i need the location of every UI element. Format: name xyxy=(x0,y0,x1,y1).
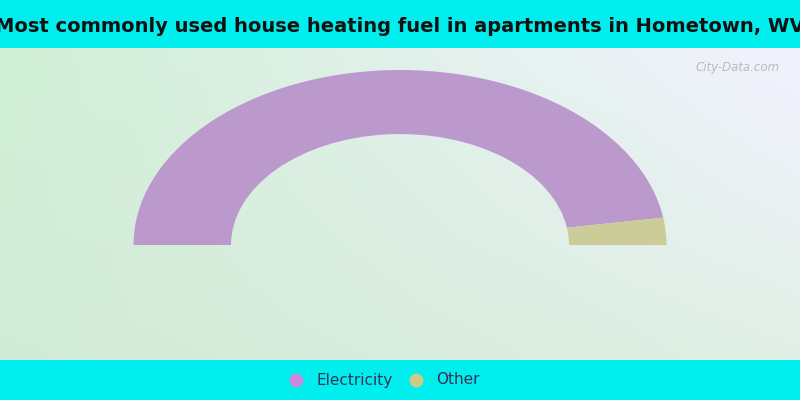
Wedge shape xyxy=(134,70,663,245)
Wedge shape xyxy=(567,218,666,245)
Text: Electricity: Electricity xyxy=(316,372,392,388)
Text: Most commonly used house heating fuel in apartments in Hometown, WV: Most commonly used house heating fuel in… xyxy=(0,17,800,36)
Text: City-Data.com: City-Data.com xyxy=(696,61,780,74)
Text: Other: Other xyxy=(436,372,479,388)
